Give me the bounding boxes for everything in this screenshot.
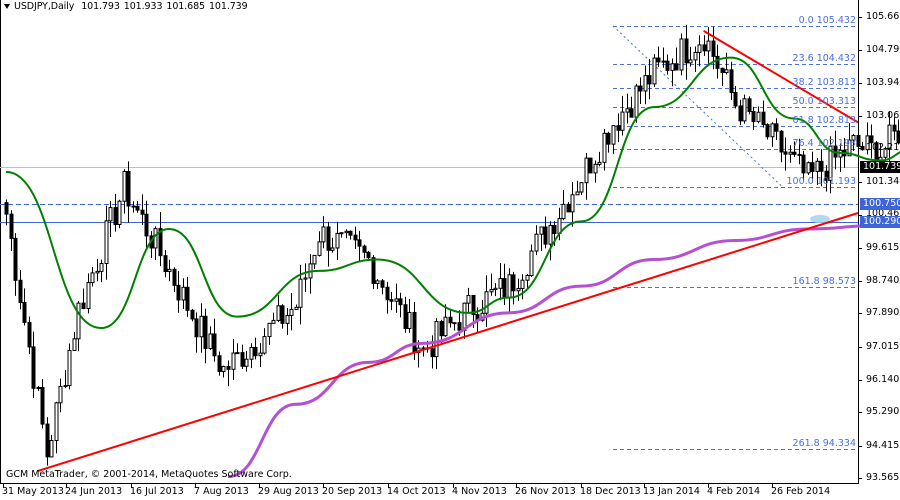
price-tick-0: 105.665 — [866, 11, 900, 22]
fib-label-61.8: 61.8 102.813 — [792, 114, 856, 126]
sma-fast-line — [5, 56, 900, 330]
fib-label-261.8: 261.8 94.334 — [792, 437, 856, 449]
line-price-tag-100750: 100.750 — [860, 198, 900, 211]
price-tick-12: 95.290 — [866, 406, 900, 418]
date-tick-11: 4 Feb 2014 — [707, 486, 761, 497]
price-tick-9: 97.890 — [866, 307, 900, 319]
date-tick-2: 16 Jul 2013 — [130, 486, 184, 497]
line-price-tag-100290: 100.290 — [860, 215, 900, 228]
fibonacci-retracement[interactable] — [612, 25, 858, 450]
price-tick-4: 102.215 — [866, 142, 900, 154]
moving-averages — [5, 56, 900, 479]
date-tick-8: 26 Nov 2013 — [515, 486, 576, 497]
fib-trend-line[interactable] — [612, 25, 784, 188]
fib-label-76.4: 76.4 102.193 — [792, 137, 856, 149]
symbol-timeframe: USDJPY,Daily — [14, 1, 75, 12]
trendlines[interactable] — [37, 30, 859, 472]
date-tick-0: 31 May 2013 — [2, 486, 64, 497]
date-tick-1: 24 Jun 2013 — [65, 486, 123, 497]
date-tick-5: 20 Sep 2013 — [322, 486, 383, 497]
ohlc-close: 101.739 — [208, 1, 248, 12]
sma-slow-line — [227, 222, 900, 479]
price-tick-3: 103.065 — [866, 110, 900, 122]
price-tick-8: 98.740 — [866, 274, 900, 286]
copyright-text: GCM MetaTrader, © 2001-2014, MetaQuotes … — [6, 469, 292, 480]
ohlc-low: 101.685 — [166, 1, 205, 12]
price-tick-14: 93.565 — [866, 472, 900, 483]
dropdown-triangle-icon[interactable] — [4, 4, 10, 9]
price-tick-11: 96.140 — [866, 373, 900, 385]
ohlc-open: 101.793 — [81, 1, 120, 12]
price-tick-7: 99.615 — [866, 241, 900, 253]
date-tick-6: 14 Oct 2013 — [387, 486, 446, 497]
chart-title: USDJPY,Daily 101.793 101.933 101.685 101.73… — [4, 1, 252, 12]
axis-ticks — [3, 17, 862, 488]
date-tick-9: 18 Dec 2013 — [580, 486, 641, 497]
price-tick-6: 100.465 — [866, 208, 900, 220]
fib-label-0.0: 0.0 105.432 — [798, 14, 856, 26]
price-tick-10: 97.015 — [866, 340, 900, 352]
fib-label-161.8: 161.8 98.573 — [792, 275, 856, 287]
price-tick-2: 103.940 — [866, 76, 900, 88]
fib-label-23.6: 23.6 104.432 — [792, 52, 856, 64]
trendline-support[interactable] — [37, 212, 859, 472]
date-tick-4: 29 Aug 2013 — [258, 486, 319, 497]
price-tick-13: 94.415 — [866, 439, 900, 451]
fib-label-100.0: 100.0 101.193 — [786, 175, 856, 187]
price-tick-1: 104.790 — [866, 44, 900, 56]
bid-price-tag: 101.739 — [860, 160, 900, 173]
date-tick-7: 4 Nov 2013 — [452, 486, 507, 497]
price-tick-5: 101.340 — [866, 175, 900, 187]
date-tick-10: 13 Jan 2014 — [643, 486, 700, 497]
date-tick-3: 7 Aug 2013 — [194, 486, 249, 497]
fib-label-50.0: 50.0 103.313 — [792, 95, 856, 107]
candlesticks — [4, 24, 900, 466]
marker-blob — [810, 215, 830, 223]
fib-label-38.2: 38.2 103.813 — [792, 76, 856, 88]
ohlc-high: 101.933 — [123, 1, 163, 12]
date-tick-12: 26 Feb 2014 — [771, 486, 831, 497]
trendline-resistance[interactable] — [703, 30, 859, 124]
